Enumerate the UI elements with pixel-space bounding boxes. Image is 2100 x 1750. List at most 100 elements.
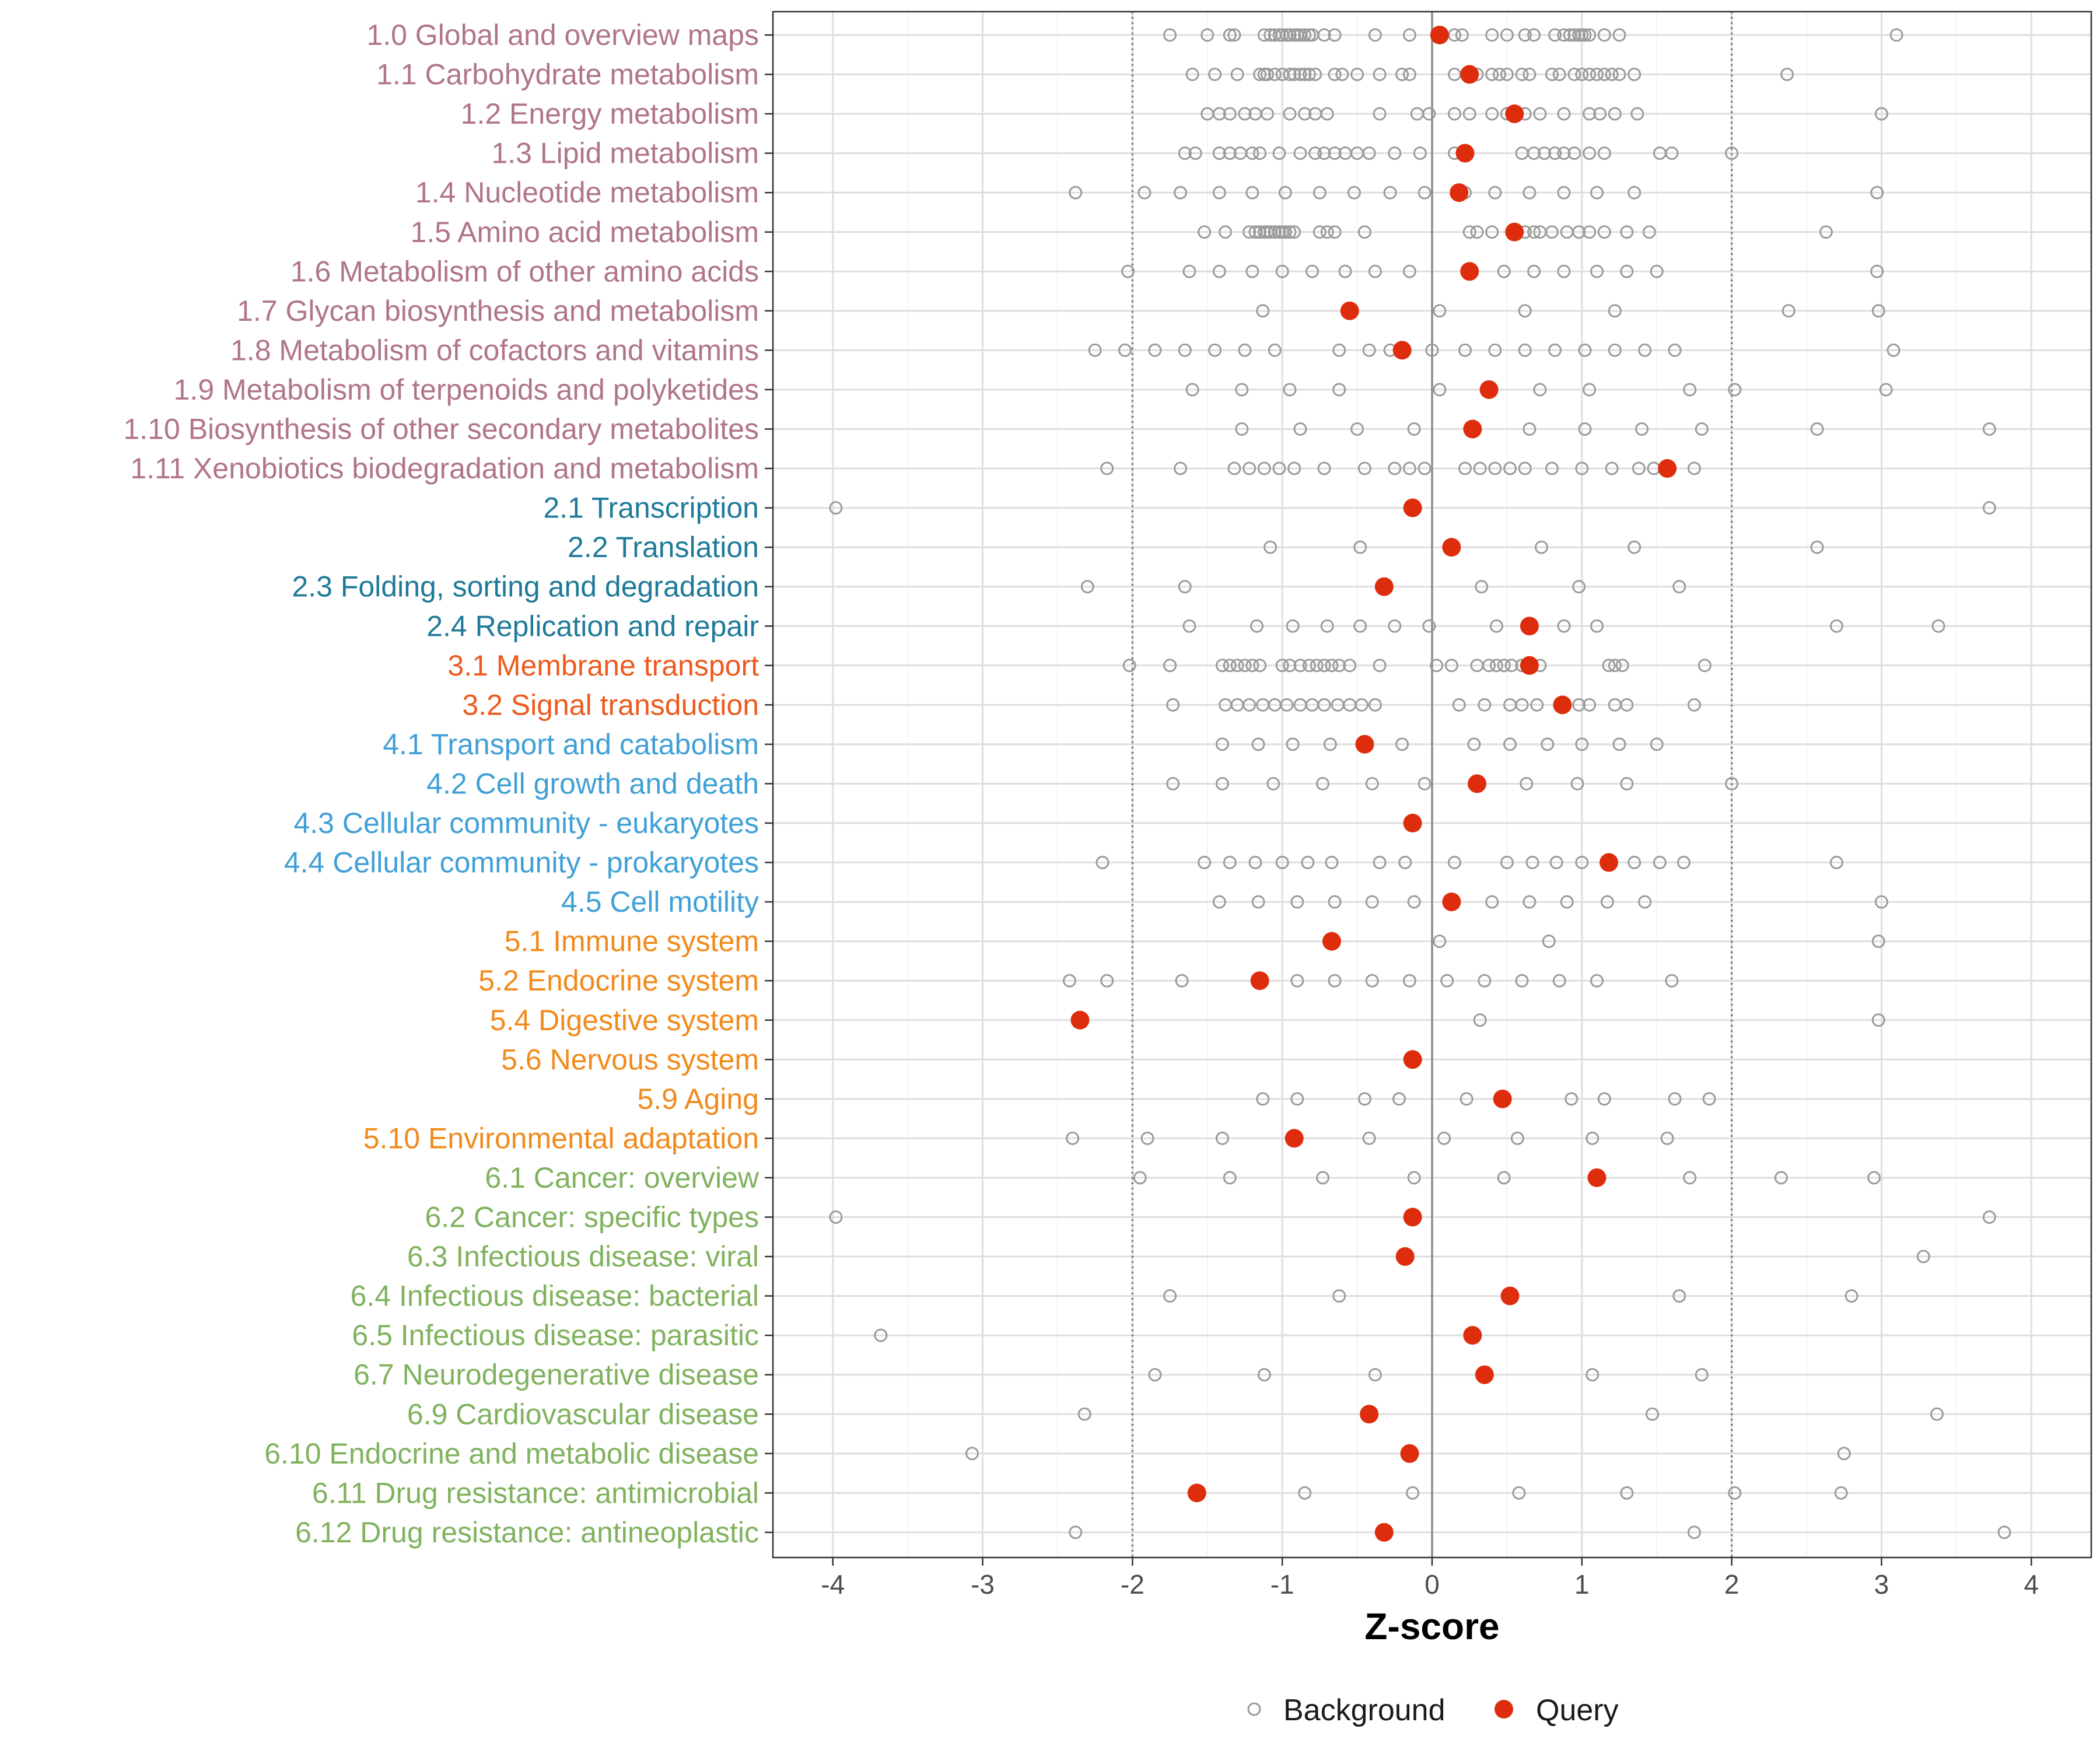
category-label: 3.2 Signal transduction bbox=[462, 688, 759, 721]
background-point bbox=[1302, 659, 1316, 673]
background-point bbox=[1365, 974, 1379, 988]
background-point bbox=[1545, 68, 1559, 82]
background-point bbox=[1482, 659, 1496, 673]
background-point bbox=[1256, 304, 1270, 318]
query-point bbox=[1284, 1129, 1304, 1148]
background-point bbox=[1275, 659, 1289, 673]
background-point bbox=[1280, 698, 1294, 712]
background-point bbox=[1328, 28, 1342, 42]
background-point bbox=[1253, 68, 1267, 82]
query-point bbox=[1322, 932, 1341, 951]
background-point bbox=[1485, 68, 1499, 82]
background-point bbox=[1497, 1171, 1511, 1185]
background-point bbox=[1407, 422, 1421, 436]
x-tick-label: 3 bbox=[1874, 1569, 1889, 1600]
background-point bbox=[1317, 698, 1331, 712]
background-point bbox=[1069, 1525, 1083, 1539]
background-point bbox=[1837, 1447, 1851, 1461]
background-point bbox=[1430, 659, 1444, 673]
background-point bbox=[1253, 225, 1267, 239]
background-point bbox=[1148, 1368, 1162, 1382]
background-point bbox=[1552, 68, 1566, 82]
query-point bbox=[1460, 65, 1479, 84]
background-point bbox=[1780, 68, 1794, 82]
background-point bbox=[1166, 698, 1180, 712]
background-point bbox=[1583, 383, 1597, 397]
background-point bbox=[1545, 461, 1559, 475]
background-point bbox=[1612, 68, 1626, 82]
background-point bbox=[1522, 895, 1536, 909]
background-point bbox=[1728, 383, 1742, 397]
background-point bbox=[1489, 659, 1503, 673]
background-point bbox=[1163, 28, 1177, 42]
background-point bbox=[1503, 461, 1517, 475]
category-label: 6.10 Endocrine and metabolic disease bbox=[264, 1437, 759, 1470]
category-label: 1.4 Nucleotide metabolism bbox=[415, 176, 759, 209]
background-point bbox=[1527, 264, 1541, 278]
background-point bbox=[1725, 146, 1739, 160]
background-point bbox=[1302, 68, 1316, 82]
background-point bbox=[1564, 1092, 1578, 1106]
background-point bbox=[1335, 68, 1349, 82]
background-point bbox=[1541, 737, 1555, 751]
background-point bbox=[1504, 659, 1518, 673]
category-label: 6.7 Neurodegenerative disease bbox=[354, 1359, 759, 1391]
background-point bbox=[1545, 225, 1559, 239]
background-point bbox=[1063, 974, 1076, 988]
category-label: 4.5 Cell motility bbox=[561, 886, 759, 918]
background-point bbox=[1212, 146, 1226, 160]
background-point bbox=[1433, 304, 1447, 318]
background-point bbox=[1518, 304, 1532, 318]
background-point bbox=[1287, 461, 1301, 475]
background-point bbox=[1402, 264, 1416, 278]
background-point bbox=[1312, 186, 1326, 200]
background-point bbox=[1879, 383, 1893, 397]
background-point bbox=[1557, 28, 1571, 42]
background-point bbox=[1448, 107, 1462, 121]
background-point bbox=[1533, 107, 1547, 121]
background-point bbox=[1238, 107, 1252, 121]
background-point bbox=[1298, 1486, 1312, 1500]
background-point bbox=[1548, 343, 1562, 357]
background-point bbox=[1608, 107, 1622, 121]
background-point bbox=[1638, 895, 1652, 909]
background-point bbox=[1530, 698, 1544, 712]
background-point bbox=[1605, 461, 1619, 475]
background-point bbox=[1368, 698, 1382, 712]
background-point bbox=[1320, 107, 1334, 121]
query-point bbox=[1392, 341, 1412, 360]
background-point bbox=[1332, 1289, 1346, 1303]
background-point bbox=[1489, 619, 1503, 633]
background-point bbox=[1467, 737, 1481, 751]
background-point bbox=[1593, 107, 1607, 121]
background-point bbox=[1635, 422, 1649, 436]
category-label: 1.0 Global and overview maps bbox=[366, 19, 759, 51]
background-point bbox=[1215, 659, 1229, 673]
query-point bbox=[1430, 26, 1449, 44]
background-point bbox=[1328, 68, 1342, 82]
background-point bbox=[965, 1447, 979, 1461]
background-point bbox=[1628, 186, 1642, 200]
background-point bbox=[1096, 856, 1110, 870]
background-point bbox=[1242, 461, 1256, 475]
background-point bbox=[1290, 1092, 1304, 1106]
background-point bbox=[1497, 264, 1511, 278]
background-point bbox=[1122, 659, 1136, 673]
category-label: 4.3 Cellular community - eukaryotes bbox=[293, 807, 759, 839]
query-point bbox=[1500, 1286, 1520, 1306]
background-point bbox=[1462, 225, 1476, 239]
background-point bbox=[1605, 68, 1619, 82]
background-point bbox=[1557, 107, 1571, 121]
query-point bbox=[1520, 617, 1539, 636]
background-point bbox=[1362, 1131, 1376, 1145]
background-point bbox=[1557, 146, 1571, 160]
background-point bbox=[1268, 225, 1282, 239]
query-point bbox=[1460, 262, 1479, 281]
query-point bbox=[1395, 1247, 1415, 1266]
x-tick-label: -1 bbox=[1270, 1569, 1294, 1600]
background-point bbox=[1874, 895, 1888, 909]
background-point bbox=[1810, 422, 1824, 436]
background-point bbox=[1527, 225, 1541, 239]
background-point bbox=[1572, 580, 1586, 594]
